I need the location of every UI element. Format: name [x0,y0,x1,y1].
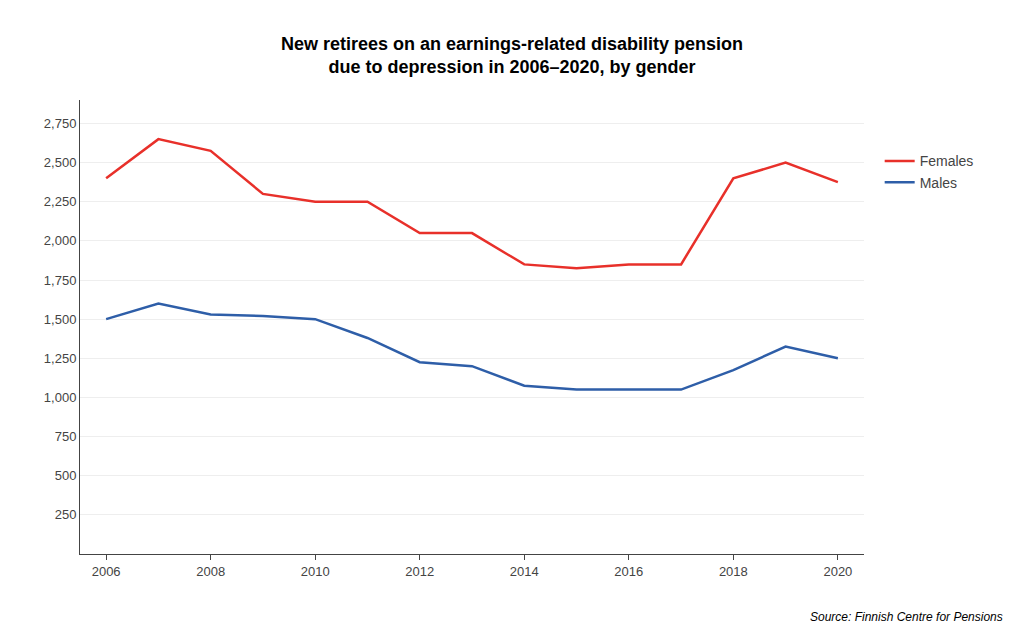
svg-text:2018: 2018 [719,564,748,579]
svg-text:Source: Finnish Centre for Pen: Source: Finnish Centre for Pensions [810,610,1003,624]
svg-text:2,750: 2,750 [44,116,77,131]
svg-text:2008: 2008 [196,564,225,579]
svg-text:2006: 2006 [92,564,121,579]
svg-text:1,750: 1,750 [44,273,77,288]
svg-text:2010: 2010 [301,564,330,579]
svg-text:2016: 2016 [614,564,643,579]
svg-text:1,000: 1,000 [44,390,77,405]
svg-text:250: 250 [55,507,77,522]
svg-text:Males: Males [920,175,957,191]
svg-text:2012: 2012 [405,564,434,579]
svg-text:750: 750 [55,429,77,444]
svg-text:Females: Females [920,153,974,169]
svg-text:New retirees on an earnings-re: New retirees on an earnings-related disa… [281,34,743,77]
svg-text:1,500: 1,500 [44,312,77,327]
svg-text:2014: 2014 [510,564,539,579]
svg-text:2,250: 2,250 [44,194,77,209]
svg-text:500: 500 [55,468,77,483]
svg-text:2,000: 2,000 [44,233,77,248]
svg-text:2,500: 2,500 [44,155,77,170]
svg-text:1,250: 1,250 [44,351,77,366]
svg-text:2020: 2020 [823,564,852,579]
